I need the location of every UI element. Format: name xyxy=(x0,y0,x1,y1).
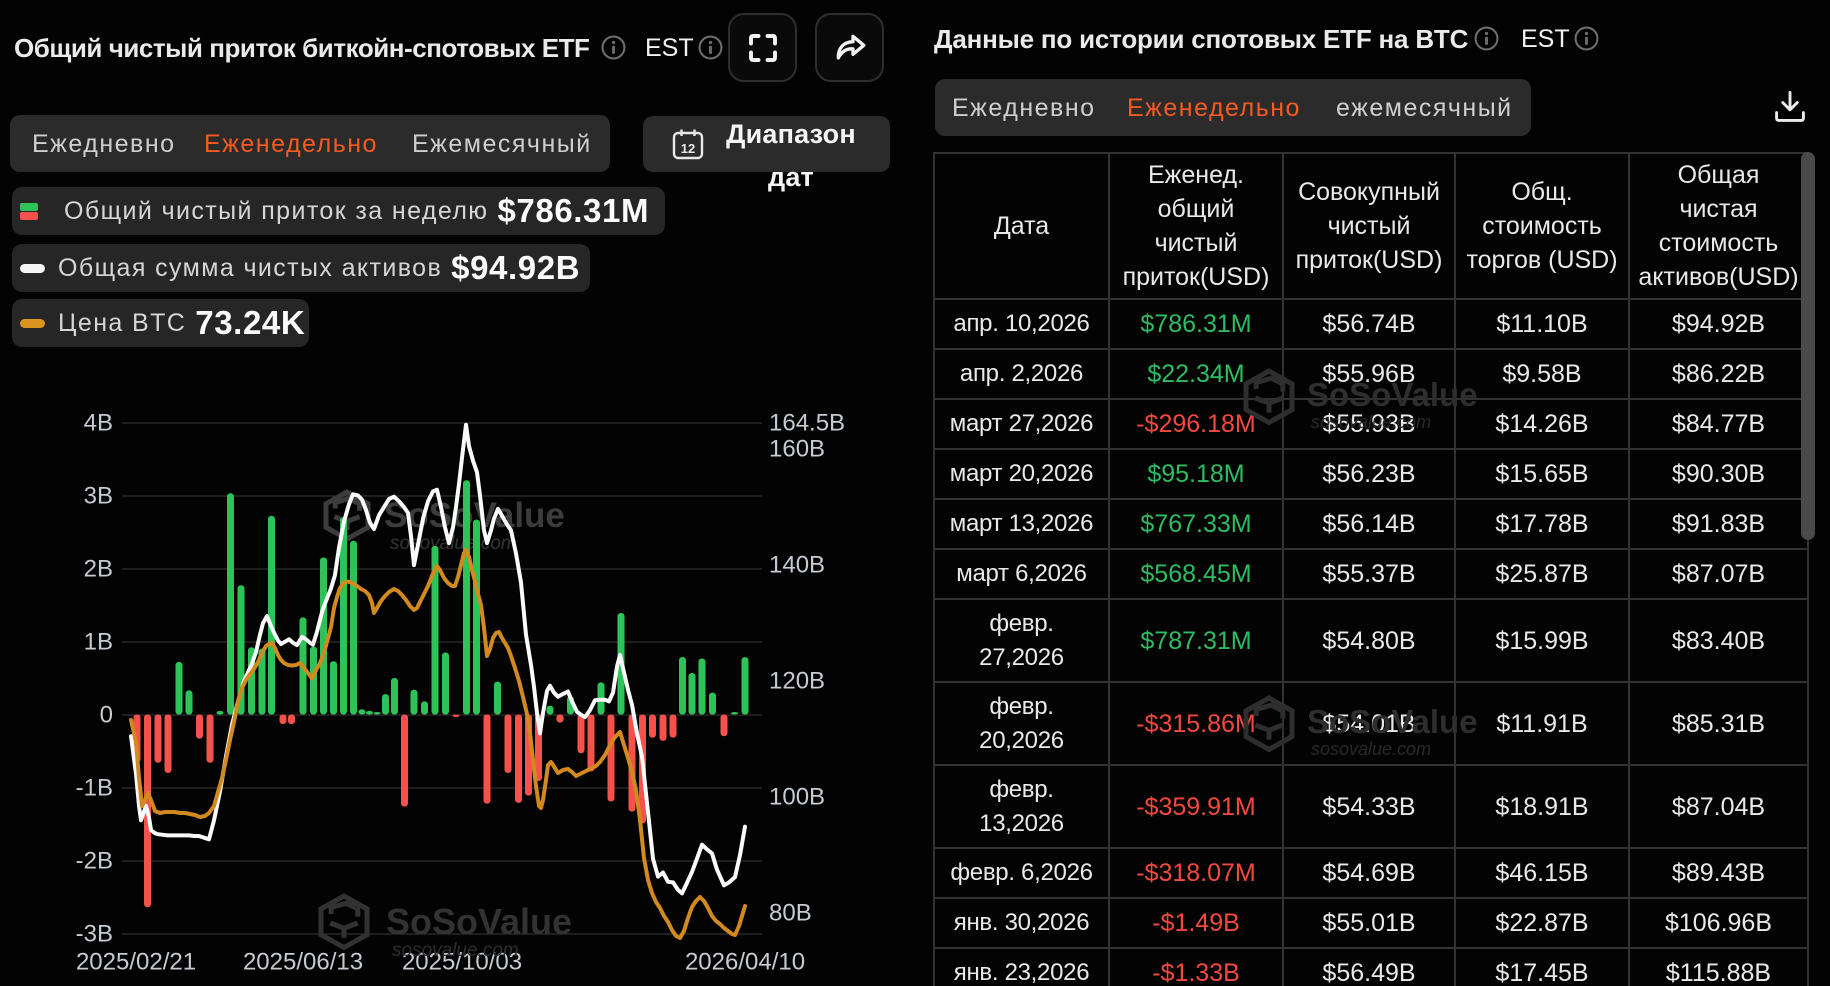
svg-text:1B: 1B xyxy=(84,629,113,656)
svg-text:12: 12 xyxy=(681,141,695,156)
svg-text:140B: 140B xyxy=(769,552,825,579)
svg-text:2025/06/13: 2025/06/13 xyxy=(243,949,363,976)
svg-text:2026/04/10: 2026/04/10 xyxy=(685,949,805,976)
svg-text:SoSoValue: SoSoValue xyxy=(386,901,572,942)
svg-text:-1B: -1B xyxy=(76,775,113,802)
svg-text:3B: 3B xyxy=(84,483,113,510)
svg-text:-3B: -3B xyxy=(76,921,113,948)
svg-text:sosovalue.com: sosovalue.com xyxy=(392,940,519,961)
svg-text:100B: 100B xyxy=(769,784,825,811)
svg-text:164.5B: 164.5B xyxy=(769,410,845,437)
svg-text:4B: 4B xyxy=(84,410,113,437)
svg-text:80B: 80B xyxy=(769,900,812,927)
svg-text:160B: 160B xyxy=(769,436,825,463)
svg-text:2025/10/03: 2025/10/03 xyxy=(402,949,522,976)
svg-text:2B: 2B xyxy=(84,556,113,583)
svg-text:2025/02/21: 2025/02/21 xyxy=(76,949,196,976)
svg-text:0: 0 xyxy=(100,702,113,729)
svg-text:-2B: -2B xyxy=(76,848,113,875)
svg-text:120B: 120B xyxy=(769,668,825,695)
